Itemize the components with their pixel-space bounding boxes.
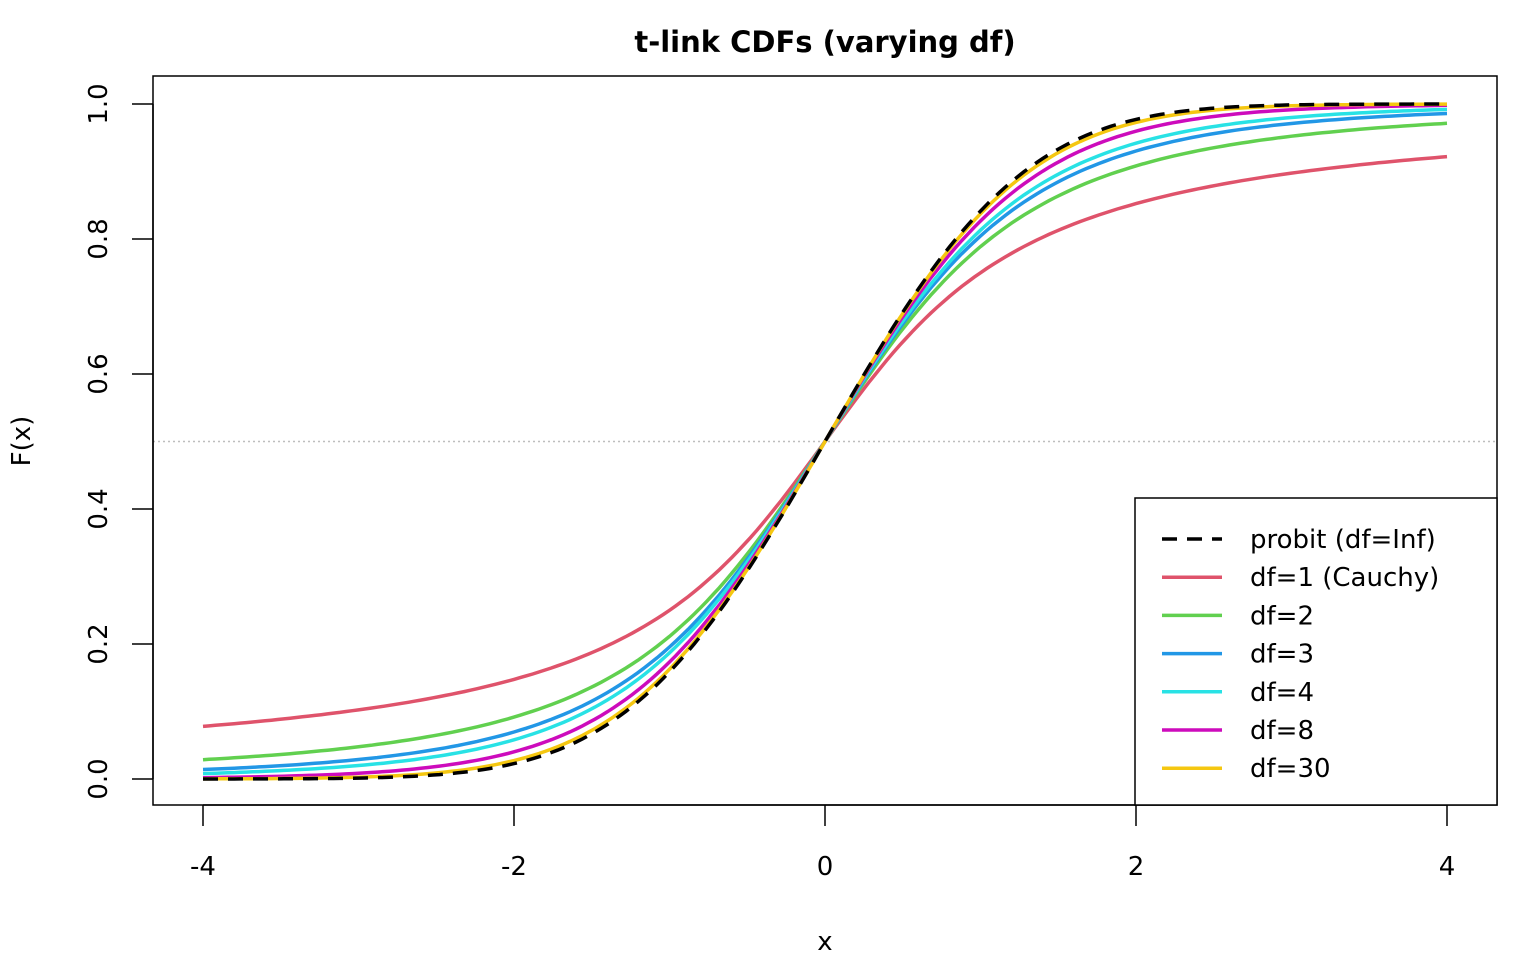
- x-tick-label: -4: [190, 852, 216, 882]
- legend-label: df=2: [1250, 601, 1314, 631]
- x-axis: -4 -2 0 2 4: [190, 804, 1456, 882]
- legend-label: df=3: [1250, 640, 1314, 670]
- legend-label: df=30: [1250, 754, 1331, 784]
- y-tick-label: 0.4: [84, 488, 114, 529]
- x-axis-label: x: [817, 927, 832, 957]
- x-tick-label: 0: [817, 852, 834, 882]
- y-tick-label: 0.0: [84, 758, 114, 799]
- chart-title: t-link CDFs (varying df): [634, 25, 1015, 59]
- y-tick-label: 0.2: [84, 623, 114, 664]
- legend-label: probit (df=Inf): [1250, 525, 1436, 555]
- y-tick-label: 0.8: [84, 218, 114, 259]
- legend-label: df=1 (Cauchy): [1250, 563, 1439, 593]
- legend-label: df=4: [1250, 678, 1314, 708]
- x-tick-label: 4: [1439, 852, 1456, 882]
- x-tick-label: 2: [1128, 852, 1145, 882]
- legend-label: df=8: [1250, 716, 1314, 746]
- y-tick-label: 1.0: [84, 83, 114, 124]
- y-tick-label: 0.6: [84, 353, 114, 394]
- legend: probit (df=Inf) df=1 (Cauchy) df=2 df=3 df=4…: [1134, 497, 1498, 806]
- legend-box: [1134, 497, 1498, 806]
- y-axis: 0.0 0.2 0.4 0.6 0.8 1.0: [84, 83, 154, 800]
- y-axis-label: F(x): [7, 416, 37, 467]
- x-tick-label: -2: [501, 852, 527, 882]
- series-line-probit: [203, 102, 1447, 781]
- curves: [202, 102, 1448, 781]
